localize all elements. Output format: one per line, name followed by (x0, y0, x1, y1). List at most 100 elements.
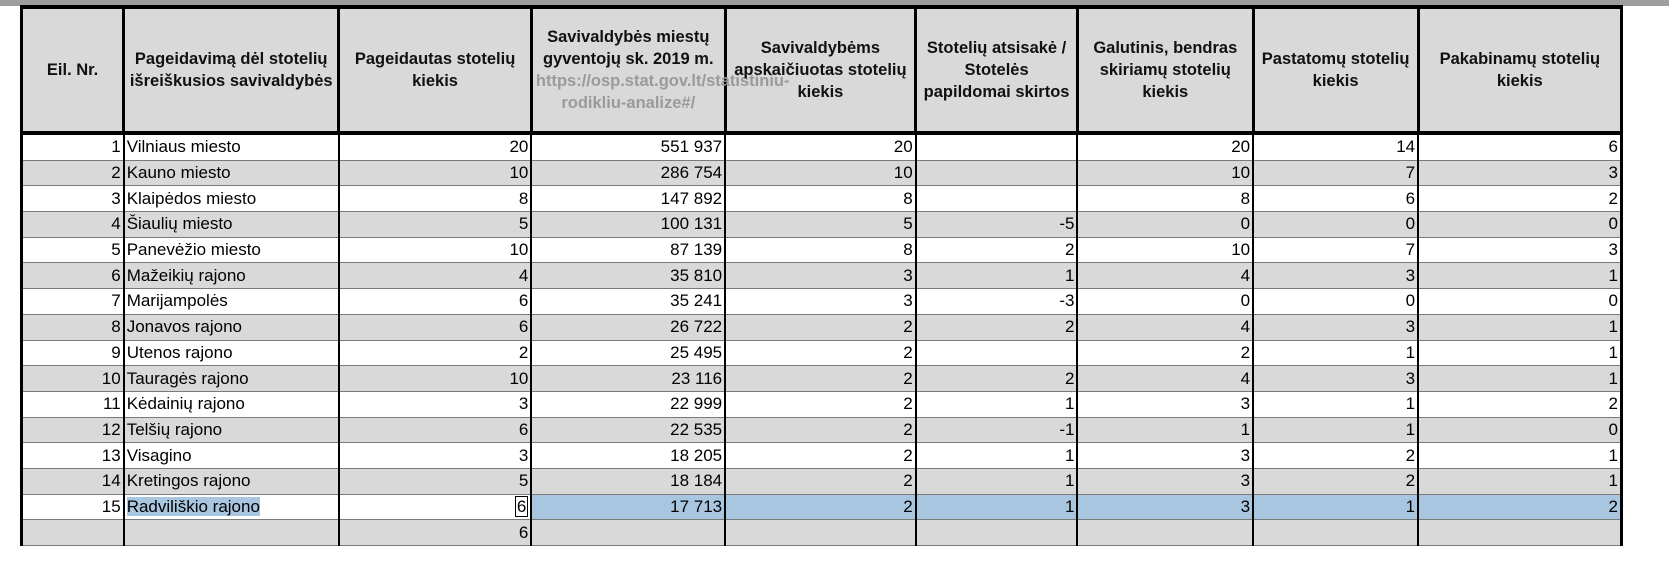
cell-final[interactable]: 0 (1076, 211, 1255, 238)
cell-requested[interactable]: 5 (337, 468, 533, 495)
cell-nr[interactable]: 8 (19, 314, 125, 341)
cell-name[interactable]: Jonavos rajono (122, 314, 340, 341)
cell-built[interactable]: 6 (1252, 185, 1420, 213)
cell-nr[interactable]: 1 (19, 130, 125, 161)
cell-calculated[interactable]: 5 (724, 211, 917, 238)
cell-requested[interactable]: 20 (337, 130, 533, 161)
cell-adjusted[interactable] (914, 160, 1079, 187)
cell-adjusted[interactable]: 2 (914, 365, 1079, 392)
cell-name[interactable]: Utenos rajono (122, 340, 340, 367)
cell-final[interactable]: 1 (1076, 417, 1255, 444)
cell-calculated[interactable]: 2 (724, 340, 917, 367)
header-final[interactable]: Galutinis, bendras skiriamų stotelių kie… (1075, 5, 1255, 135)
cell-population[interactable]: 147 892 (530, 185, 727, 213)
cell-final[interactable]: 0 (1076, 288, 1255, 315)
cell-population[interactable]: 25 495 (530, 340, 727, 367)
cell-population[interactable]: 286 754 (530, 160, 727, 187)
header-requested[interactable]: Pageidautas stotelių kiekis (337, 5, 533, 135)
cell-final[interactable] (1076, 519, 1255, 546)
cell-final[interactable]: 20 (1076, 130, 1255, 161)
cell-nr[interactable]: 13 (19, 442, 125, 469)
cell-name[interactable]: Kretingos rajono (122, 468, 340, 495)
cell-requested[interactable]: 6 (337, 417, 533, 444)
cell-requested[interactable]: 10 (337, 237, 533, 264)
cell-calculated[interactable]: 20 (724, 130, 917, 161)
cell-nr[interactable]: 4 (19, 211, 125, 238)
cell-name[interactable]: Šiaulių miesto (122, 211, 340, 238)
cell-requested[interactable]: 8 (337, 185, 533, 213)
cell-built[interactable]: 1 (1252, 391, 1420, 418)
cell-final[interactable]: 2 (1076, 340, 1255, 367)
cell-requested[interactable]: 6 (337, 288, 533, 315)
cell-hung[interactable]: 2 (1417, 185, 1624, 213)
cell-nr[interactable]: 11 (19, 391, 125, 418)
cell-adjusted[interactable]: -5 (914, 211, 1079, 238)
cell-calculated[interactable]: 2 (724, 442, 917, 469)
cell-adjusted[interactable]: 1 (914, 391, 1079, 418)
cell-hung[interactable]: 1 (1417, 442, 1624, 469)
cell-requested[interactable]: 3 (337, 391, 533, 418)
cell-name[interactable]: Vilniaus miesto (122, 130, 340, 161)
cell-population[interactable]: 23 116 (530, 365, 727, 392)
cell-population[interactable] (530, 519, 727, 546)
cell-adjusted[interactable]: 1 (914, 468, 1079, 495)
cell-hung[interactable]: 3 (1417, 160, 1624, 187)
cell-name[interactable]: Radviliškio rajono (122, 494, 340, 521)
cell-final[interactable]: 3 (1076, 391, 1255, 418)
cell-name[interactable]: Marijampolės (122, 288, 340, 315)
cell-nr[interactable]: 9 (19, 340, 125, 367)
cell-requested[interactable]: 6 (337, 494, 533, 521)
cell-hung[interactable] (1417, 519, 1624, 546)
cell-population[interactable]: 100 131 (530, 211, 727, 238)
cell-adjusted[interactable]: -1 (914, 417, 1079, 444)
header-nr[interactable]: Eil. Nr. (19, 5, 126, 135)
cell-hung[interactable]: 1 (1417, 314, 1624, 341)
cell-population[interactable]: 87 139 (530, 237, 727, 264)
cell-final[interactable]: 10 (1076, 237, 1255, 264)
cell-hung[interactable]: 0 (1417, 211, 1624, 238)
cell-adjusted[interactable]: 1 (914, 494, 1079, 521)
cell-hung[interactable]: 1 (1417, 468, 1624, 495)
header-population[interactable]: Savivaldybės miestų gyventojų sk. 2019 m… (529, 5, 790, 135)
cell-built[interactable]: 3 (1252, 314, 1420, 341)
cell-built[interactable]: 1 (1252, 494, 1420, 521)
cell-built[interactable]: 0 (1252, 288, 1420, 315)
header-hung[interactable]: Pakabinamų stotelių kiekis (1416, 5, 1624, 135)
cell-final[interactable]: 8 (1076, 185, 1255, 213)
cell-hung[interactable]: 2 (1417, 494, 1624, 521)
cell-adjusted[interactable]: -3 (914, 288, 1079, 315)
cell-population[interactable]: 17 713 (530, 494, 727, 521)
cell-built[interactable]: 14 (1252, 130, 1420, 161)
cell-requested[interactable]: 10 (337, 160, 533, 187)
cell-calculated[interactable]: 2 (724, 365, 917, 392)
cell-nr[interactable]: 5 (19, 237, 125, 264)
cell-built[interactable]: 1 (1252, 340, 1420, 367)
cell-built[interactable]: 0 (1252, 211, 1420, 238)
cell-nr[interactable]: 7 (19, 288, 125, 315)
cell-requested[interactable]: 6 (337, 519, 533, 546)
cell-population[interactable]: 26 722 (530, 314, 727, 341)
cell-name[interactable]: Mažeikių rajono (122, 262, 340, 290)
header-built[interactable]: Pastatomų stotelių kiekis (1251, 5, 1420, 135)
cell-requested[interactable]: 3 (337, 442, 533, 469)
cell-final[interactable]: 4 (1076, 262, 1255, 290)
cell-built[interactable]: 2 (1252, 442, 1420, 469)
cell-calculated[interactable]: 2 (724, 391, 917, 418)
cell-nr[interactable]: 2 (19, 160, 125, 187)
cell-adjusted[interactable] (914, 130, 1079, 161)
cell-calculated[interactable]: 3 (724, 288, 917, 315)
header-adjusted[interactable]: Stotelių atsisakė / Stotelės papildomai … (914, 5, 1079, 135)
cell-calculated[interactable] (724, 519, 917, 546)
cell-calculated[interactable]: 2 (724, 314, 917, 341)
cell-built[interactable] (1252, 519, 1420, 546)
cell-name[interactable]: Visagino (122, 442, 340, 469)
cell-hung[interactable]: 1 (1417, 340, 1624, 367)
cell-adjusted[interactable]: 1 (914, 442, 1079, 469)
cell-built[interactable]: 3 (1252, 262, 1420, 290)
cell-population[interactable]: 551 937 (530, 130, 727, 161)
cell-requested[interactable]: 4 (337, 262, 533, 290)
cell-adjusted[interactable] (914, 185, 1079, 213)
cell-built[interactable]: 2 (1252, 468, 1420, 495)
cell-hung[interactable]: 0 (1417, 417, 1624, 444)
cell-population[interactable]: 18 205 (530, 442, 727, 469)
